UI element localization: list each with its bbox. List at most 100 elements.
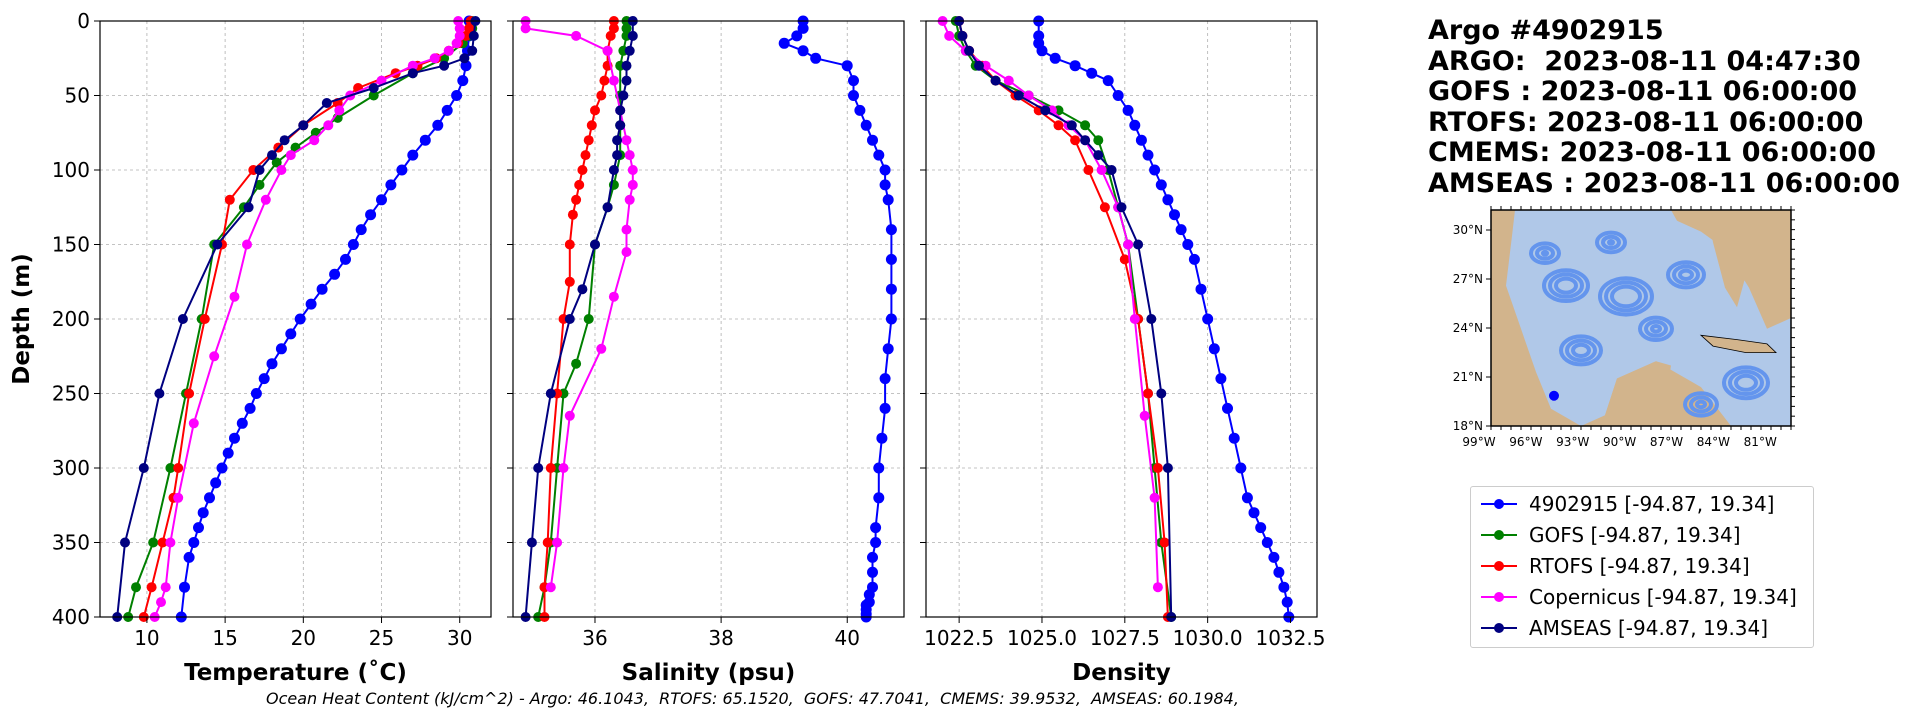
data-point (860, 119, 872, 131)
data-point (1255, 522, 1267, 534)
current-swirl (1734, 373, 1758, 392)
data-point (396, 164, 408, 176)
y-tick-label: 300 (52, 456, 90, 480)
current-swirl (1598, 276, 1654, 317)
data-point (173, 463, 184, 473)
data-point (605, 30, 616, 41)
data-point (459, 53, 470, 64)
data-point (944, 30, 955, 41)
data-point (1040, 105, 1051, 116)
data-point (1208, 343, 1220, 355)
data-point (545, 582, 556, 593)
data-point (197, 507, 209, 519)
data-point (564, 239, 575, 250)
data-point (791, 30, 803, 42)
data-point (1182, 239, 1194, 250)
data-point (957, 30, 968, 41)
data-point (1069, 60, 1081, 72)
data-point (1248, 507, 1260, 519)
data-point (1149, 492, 1160, 503)
x-tick-label: 40 (835, 626, 860, 650)
data-point (990, 75, 1001, 86)
data-point (1143, 388, 1153, 399)
data-point (285, 150, 296, 161)
data-point (276, 165, 287, 175)
lat-label: 21°N (1453, 370, 1483, 384)
data-point (1129, 314, 1140, 324)
data-point (1133, 239, 1144, 250)
legend-item: 4902915 [-94.87, 19.34] (1471, 490, 1813, 518)
data-point (188, 418, 199, 429)
x-tick-label: 20 (291, 626, 316, 650)
series-group (112, 15, 481, 623)
data-point (848, 75, 859, 87)
data-point (275, 343, 287, 355)
data-point (870, 537, 882, 548)
data-point (608, 291, 619, 302)
y-tick-label: 150 (52, 233, 90, 257)
legend: 4902915 [-94.87, 19.34] GOFS [-94.87, 19… (1470, 486, 1814, 648)
data-point (1273, 566, 1285, 578)
data-point (1122, 104, 1134, 116)
legend-item: AMSEAS [-94.87, 19.34] (1471, 614, 1813, 642)
data-point (254, 179, 265, 190)
data-point (571, 194, 582, 205)
current-swirl (1565, 338, 1597, 363)
data-point (222, 447, 234, 459)
data-point (1080, 120, 1091, 131)
data-point (468, 30, 479, 41)
data-point (1119, 254, 1130, 265)
legend-swatch (1481, 499, 1517, 509)
data-point (154, 388, 165, 399)
data-point (885, 313, 897, 325)
x-tick-label: 1030.0 (1173, 626, 1243, 650)
data-point (1083, 165, 1094, 175)
lon-label: 99°W (1462, 435, 1495, 449)
y-tick-label: 200 (52, 307, 90, 331)
yucatan-land (1605, 361, 1671, 426)
data-point (1278, 581, 1290, 593)
data-point (266, 358, 278, 370)
data-point (1149, 164, 1161, 176)
data-point (236, 417, 248, 429)
current-swirl (1644, 319, 1668, 338)
data-point (432, 119, 444, 131)
data-point (1281, 596, 1293, 608)
data-point (580, 150, 591, 161)
data-point (254, 165, 265, 175)
data-point (188, 537, 200, 548)
legend-label: AMSEAS [-94.87, 19.34] (1529, 616, 1769, 640)
data-point (583, 314, 594, 324)
legend-label: RTOFS [-94.87, 19.34] (1529, 554, 1750, 578)
data-point (612, 135, 623, 146)
data-point (298, 120, 309, 131)
x-tick-label: 15 (212, 626, 237, 650)
salinity-panel: 36 38 40 Salinity (psu) (507, 15, 905, 686)
data-point (244, 402, 256, 414)
data-point (1086, 67, 1098, 79)
current-swirl (1650, 324, 1662, 334)
data-point (271, 157, 282, 168)
data-point (1215, 373, 1227, 385)
current-swirl (1529, 241, 1561, 265)
data-point (1228, 432, 1240, 444)
y-tick-label: 400 (52, 605, 90, 629)
lat-label: 30°N (1453, 223, 1483, 237)
legend-label: 4902915 [-94.87, 19.34] (1529, 492, 1775, 516)
title-line: AMSEAS : 2023-08-11 06:00:00 (1428, 167, 1901, 199)
data-point (621, 224, 632, 235)
series-line-Copernicus (941, 20, 1159, 588)
current-swirl (1541, 249, 1549, 257)
data-point (309, 135, 320, 146)
data-point (885, 283, 897, 295)
data-point (439, 60, 450, 71)
data-point (212, 239, 223, 250)
data-point (193, 522, 204, 534)
y-tick-label: 50 (65, 84, 90, 108)
data-point (323, 120, 334, 131)
data-point (520, 23, 531, 34)
data-point (316, 283, 328, 295)
series-group (520, 15, 897, 623)
x-axis-label: Salinity (psu) (622, 660, 796, 686)
data-point (876, 432, 888, 444)
